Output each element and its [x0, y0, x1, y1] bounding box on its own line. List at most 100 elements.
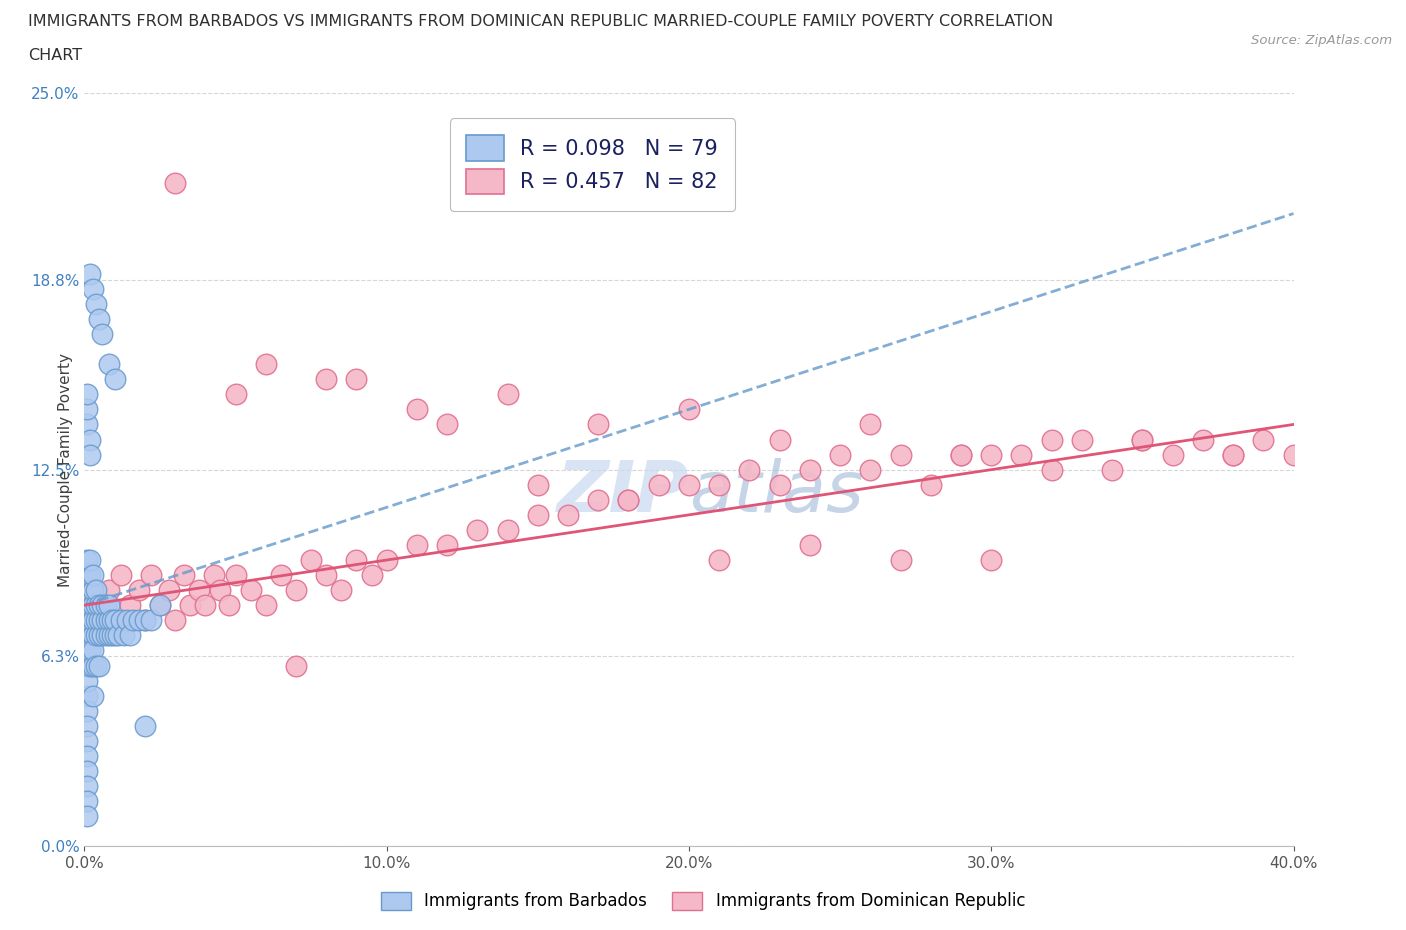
- Point: [218, 598, 240, 613]
- Point: [128, 613, 150, 628]
- Point: [86, 297, 108, 312]
- Point: [254, 598, 277, 613]
- Point: [86, 613, 108, 628]
- Point: [890, 552, 912, 567]
- Point: [76, 734, 98, 749]
- Point: [79, 643, 101, 658]
- Point: [76, 567, 98, 582]
- Point: [82, 613, 104, 628]
- Point: [104, 613, 127, 628]
- Point: [94, 628, 117, 643]
- Point: [315, 372, 337, 387]
- Point: [285, 583, 308, 598]
- Point: [97, 583, 120, 598]
- Point: [79, 628, 101, 643]
- Point: [76, 778, 98, 793]
- Point: [134, 613, 156, 628]
- Y-axis label: Married-Couple Family Poverty: Married-Couple Family Poverty: [58, 352, 73, 587]
- Point: [254, 357, 277, 372]
- Point: [82, 282, 104, 297]
- Point: [830, 447, 852, 462]
- Point: [86, 628, 108, 643]
- Point: [980, 447, 1002, 462]
- Point: [110, 613, 132, 628]
- Point: [79, 567, 101, 582]
- Point: [225, 567, 247, 582]
- Point: [315, 567, 337, 582]
- Point: [950, 447, 973, 462]
- Point: [157, 583, 180, 598]
- Point: [76, 764, 98, 778]
- Point: [859, 417, 882, 432]
- Point: [134, 613, 156, 628]
- Point: [1101, 462, 1123, 477]
- Point: [86, 583, 108, 598]
- Point: [527, 508, 550, 523]
- Point: [79, 613, 101, 628]
- Point: [406, 538, 429, 552]
- Point: [97, 598, 120, 613]
- Point: [648, 477, 671, 492]
- Point: [76, 417, 98, 432]
- Point: [82, 583, 104, 598]
- Point: [194, 598, 217, 613]
- Point: [769, 477, 792, 492]
- Point: [1130, 432, 1153, 447]
- Point: [709, 552, 731, 567]
- Point: [89, 658, 111, 673]
- Point: [859, 462, 882, 477]
- Point: [738, 462, 761, 477]
- Point: [97, 613, 120, 628]
- Point: [76, 598, 98, 613]
- Point: [76, 583, 98, 598]
- Point: [467, 523, 489, 538]
- Point: [1161, 447, 1184, 462]
- Point: [920, 477, 942, 492]
- Point: [128, 583, 150, 598]
- Text: IMMIGRANTS FROM BARBADOS VS IMMIGRANTS FROM DOMINICAN REPUBLIC MARRIED-COUPLE FA: IMMIGRANTS FROM BARBADOS VS IMMIGRANTS F…: [28, 14, 1053, 29]
- Point: [1071, 432, 1094, 447]
- Point: [436, 538, 458, 552]
- Point: [82, 598, 104, 613]
- Point: [799, 538, 821, 552]
- Point: [375, 552, 398, 567]
- Point: [79, 432, 101, 447]
- Point: [76, 613, 98, 628]
- Point: [406, 402, 429, 417]
- Point: [139, 613, 162, 628]
- Point: [82, 688, 104, 703]
- Point: [76, 387, 98, 402]
- Point: [89, 613, 111, 628]
- Point: [89, 598, 111, 613]
- Point: [79, 583, 101, 598]
- Point: [107, 628, 129, 643]
- Point: [149, 598, 172, 613]
- Legend: Immigrants from Barbados, Immigrants from Dominican Republic: Immigrants from Barbados, Immigrants fro…: [374, 885, 1032, 917]
- Point: [76, 628, 98, 643]
- Point: [89, 312, 111, 326]
- Point: [557, 508, 579, 523]
- Point: [79, 266, 101, 281]
- Point: [76, 658, 98, 673]
- Point: [110, 567, 132, 582]
- Point: [82, 567, 104, 582]
- Point: [76, 703, 98, 718]
- Point: [1282, 447, 1305, 462]
- Point: [678, 477, 700, 492]
- Point: [115, 613, 138, 628]
- Point: [76, 749, 98, 764]
- Point: [91, 326, 114, 341]
- Text: CHART: CHART: [28, 48, 82, 63]
- Point: [91, 613, 114, 628]
- Point: [617, 492, 640, 507]
- Text: ZIP: ZIP: [557, 458, 689, 526]
- Point: [588, 417, 610, 432]
- Point: [285, 658, 308, 673]
- Point: [76, 673, 98, 688]
- Point: [890, 447, 912, 462]
- Point: [360, 567, 382, 582]
- Point: [188, 583, 211, 598]
- Point: [496, 387, 519, 402]
- Point: [799, 462, 821, 477]
- Point: [82, 643, 104, 658]
